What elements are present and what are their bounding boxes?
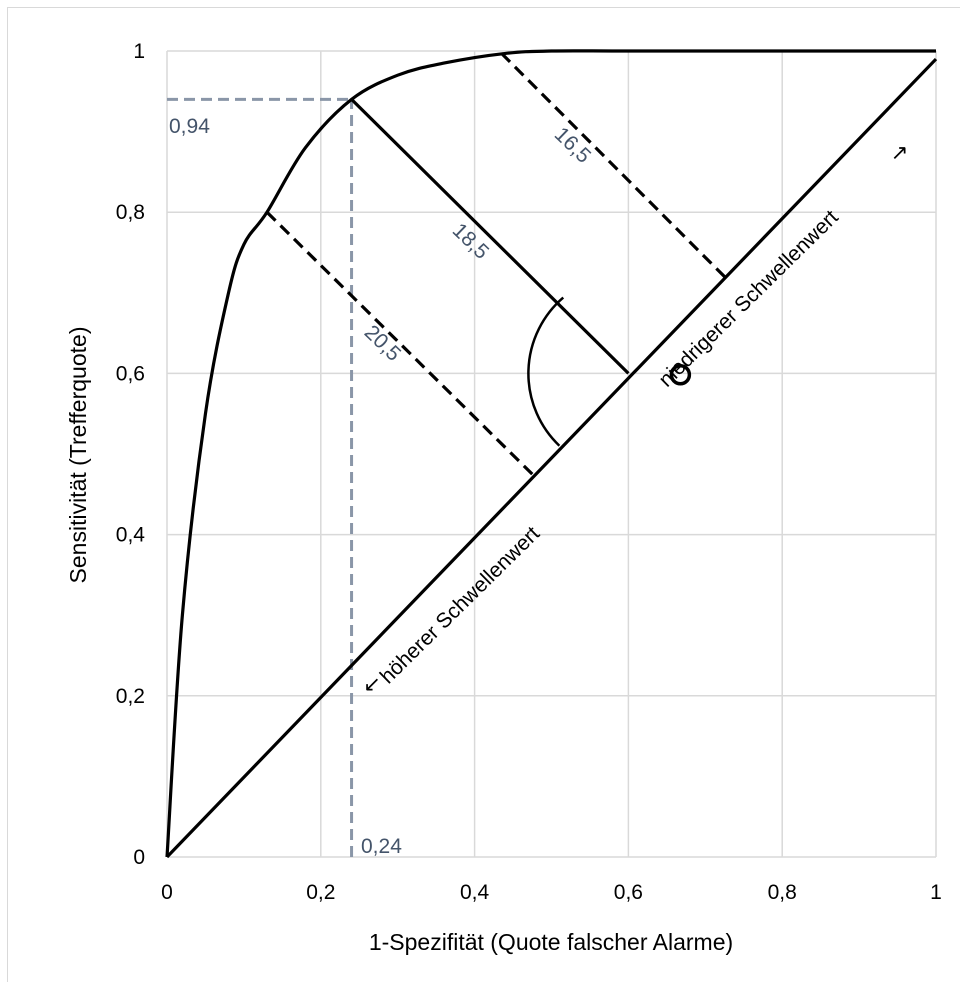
reference-lines <box>167 97 354 857</box>
ref-y-label: 0,94 <box>169 115 210 138</box>
higher-threshold-annotation: niedrigerer Schwellenwert ↗ <box>654 142 909 392</box>
x-tick-label: 0,6 <box>614 881 643 904</box>
y-tick-label: 1 <box>133 40 145 63</box>
distance-line <box>265 211 534 476</box>
arrow-up-icon: ↗ <box>891 142 909 165</box>
arrow-down-icon: ↙ <box>363 673 381 696</box>
right-angle-marker <box>669 364 692 386</box>
tick-labels: 0 0,2 0,4 0,6 0,8 1 0 0,2 0,4 0,6 0,8 1 <box>116 40 942 904</box>
distance-line <box>350 98 630 375</box>
y-tick-label: 0,4 <box>116 524 146 547</box>
y-tick-label: 0,8 <box>116 201 145 224</box>
roc-curve <box>165 49 936 858</box>
series-layer <box>165 49 938 859</box>
x-tick-label: 0,2 <box>306 881 335 904</box>
x-tick-label: 0,4 <box>460 881 490 904</box>
distance-lines <box>265 52 726 476</box>
y-tick-label: 0 <box>133 846 145 869</box>
distance-label-18-5: 18,5 <box>448 219 493 264</box>
y-axis-title: Sensitivität (Trefferquote) <box>65 327 91 584</box>
lower-threshold-annotation: ↙ höherer Schwellenwert <box>363 522 545 696</box>
lower-threshold-label: höherer Schwellenwert <box>376 522 545 688</box>
y-tick-label: 0,2 <box>116 685 145 708</box>
x-tick-label: 0 <box>161 881 173 904</box>
distance-label-16-5: 16,5 <box>550 123 595 168</box>
x-tick-label: 1 <box>930 881 942 904</box>
ref-x-label: 0,24 <box>361 835 402 858</box>
distance-line <box>500 52 726 278</box>
right-angle-arc <box>527 296 565 447</box>
x-tick-label: 0,8 <box>768 881 797 904</box>
y-tick-label: 0,6 <box>116 362 145 385</box>
chart-frame <box>7 7 960 982</box>
distance-label-20-5: 20,5 <box>360 321 405 366</box>
diagonal-line <box>165 57 938 859</box>
x-axis-title: 1-Spezifität (Quote falscher Alarme) <box>369 929 733 955</box>
